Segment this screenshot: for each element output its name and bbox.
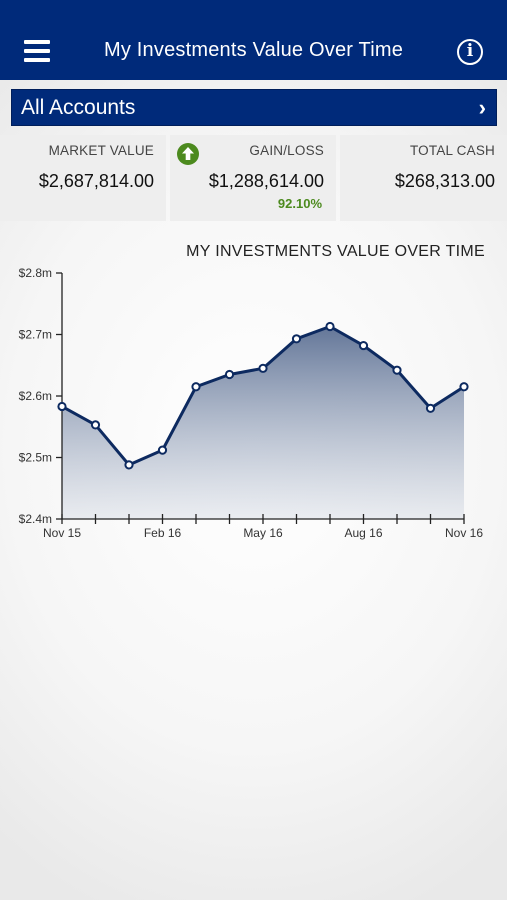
data-point — [425, 403, 436, 413]
gain-loss-percent: 92.10% — [277, 196, 322, 211]
data-point — [191, 382, 201, 392]
x-tick-label: Feb 16 — [144, 526, 182, 540]
gain-loss-tile: GAIN/LOSS $1,288,614.00 92.10% — [170, 135, 336, 221]
market-value-label: MARKET VALUE — [48, 143, 154, 158]
app-header: My Investments Value Over Time i — [0, 0, 507, 80]
summary-tiles: MARKET VALUE $2,687,814.00 GAIN/LOSS $1,… — [0, 135, 507, 221]
info-icon[interactable]: i — [457, 39, 483, 65]
y-tick-label: $2.8m — [19, 266, 52, 280]
data-point — [258, 363, 268, 373]
total-cash-label: TOTAL CASH — [409, 143, 495, 158]
gain-loss-amount: $1,288,614.00 — [208, 171, 324, 191]
data-point — [90, 420, 101, 430]
market-value-tile: MARKET VALUE $2,687,814.00 — [0, 135, 166, 221]
total-cash-amount: $268,313.00 — [394, 171, 495, 191]
y-tick-label: $2.5m — [19, 451, 52, 465]
data-point — [57, 401, 67, 412]
x-tick-label: Nov 15 — [43, 526, 81, 540]
account-selector[interactable]: All Accounts › — [11, 89, 497, 126]
up-arrow-circle-icon — [177, 143, 199, 165]
data-point — [291, 334, 302, 344]
data-point — [157, 445, 168, 455]
total-cash-tile: TOTAL CASH $268,313.00 — [340, 135, 507, 221]
market-value-amount: $2,687,814.00 — [38, 171, 154, 191]
chevron-right-icon: › — [478, 95, 486, 120]
chart-container: MY INVESTMENTS VALUE OVER TIME $2.4m $2.5… — [0, 221, 507, 561]
data-point — [459, 382, 469, 392]
y-tick-label: $2.4m — [19, 512, 52, 526]
series-area — [62, 326, 464, 519]
y-tick-label: $2.7m — [19, 328, 52, 342]
data-point — [358, 340, 369, 351]
hamburger-menu-icon[interactable] — [24, 40, 50, 62]
chart-title: MY INVESTMENTS VALUE OVER TIME — [186, 243, 485, 260]
page-title: My Investments Value Over Time — [103, 39, 404, 61]
x-tick-label: May 16 — [243, 526, 283, 540]
data-point — [124, 460, 134, 470]
y-tick-label: $2.6m — [19, 389, 52, 403]
x-tick-label: Nov 16 — [445, 526, 483, 540]
x-tick-label: Aug 16 — [344, 526, 382, 540]
gain-loss-label: GAIN/LOSS — [249, 143, 324, 158]
data-point — [224, 369, 235, 380]
value-over-time-chart: $2.4m $2.5m $2.6m $2.7m $2.8m Nov 15 Feb 16 May… — [19, 266, 484, 540]
data-point — [392, 365, 402, 375]
account-selector-label: All Accounts — [21, 96, 136, 119]
data-point — [325, 321, 335, 332]
